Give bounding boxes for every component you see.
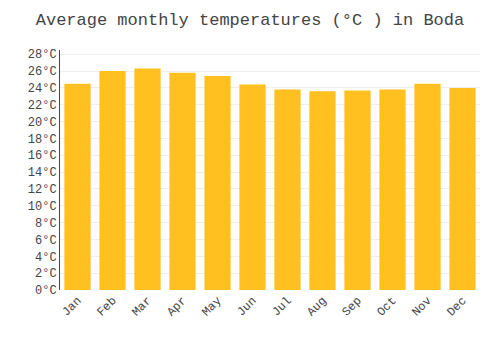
svg-text:Jun: Jun — [234, 294, 259, 319]
svg-text:Aug: Aug — [304, 294, 329, 319]
svg-text:16°C: 16°C — [28, 149, 57, 163]
svg-text:24°C: 24°C — [28, 82, 57, 96]
svg-text:8°C: 8°C — [35, 217, 57, 231]
svg-text:Jan: Jan — [59, 294, 84, 319]
svg-text:May: May — [199, 294, 224, 319]
svg-text:6°C: 6°C — [35, 234, 57, 248]
svg-text:Oct: Oct — [374, 294, 399, 319]
svg-text:Nov: Nov — [409, 294, 434, 319]
svg-text:18°C: 18°C — [28, 133, 57, 147]
svg-text:Feb: Feb — [94, 294, 119, 319]
svg-text:28°C: 28°C — [28, 48, 57, 62]
svg-text:22°C: 22°C — [28, 99, 57, 113]
svg-text:10°C: 10°C — [28, 200, 57, 214]
svg-text:26°C: 26°C — [28, 65, 57, 79]
svg-text:Sep: Sep — [339, 294, 364, 319]
svg-text:20°C: 20°C — [28, 116, 57, 130]
svg-text:Dec: Dec — [444, 294, 469, 319]
svg-text:Jul: Jul — [269, 294, 294, 319]
svg-text:12°C: 12°C — [28, 183, 57, 197]
svg-text:4°C: 4°C — [35, 251, 57, 265]
svg-text:0°C: 0°C — [35, 284, 57, 298]
svg-text:14°C: 14°C — [28, 166, 57, 180]
svg-text:2°C: 2°C — [35, 267, 57, 281]
svg-text:Average monthly temperatures (: Average monthly temperatures (°C ) in Bo… — [36, 11, 464, 30]
svg-text:Apr: Apr — [164, 294, 189, 319]
svg-text:Mar: Mar — [129, 294, 154, 319]
